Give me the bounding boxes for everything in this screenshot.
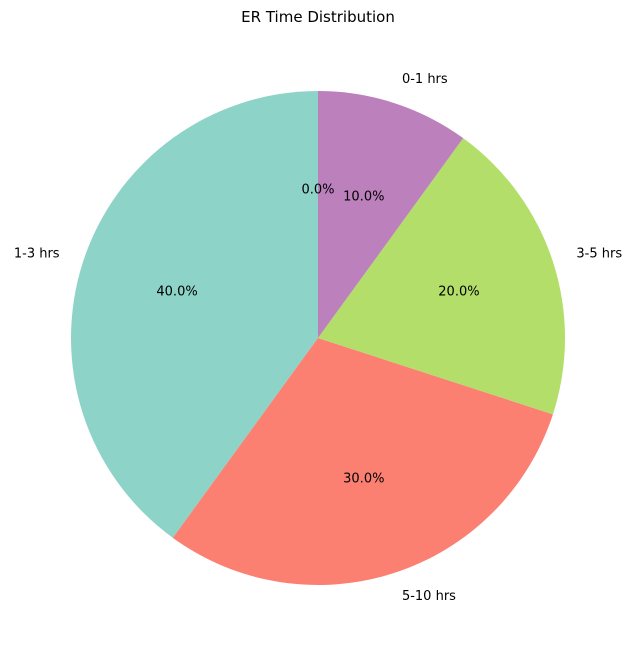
category-label-1-3-hrs: 1-3 hrs <box>14 247 60 262</box>
category-label-5-10-hrs: 5-10 hrs <box>402 589 456 604</box>
pie-slice-5-10-hrs-2 <box>172 338 553 586</box>
pct-label-1-3-hrs-1: 40.0% <box>156 285 197 300</box>
pie-labels: 0.0% 1-3 hrs 40.0% 5-10 hrs 30.0% 3-5 hrs 20.0… <box>14 72 622 604</box>
pct-label-5-10-hrs-2: 30.0% <box>343 471 384 486</box>
pie-slice-0-1-hrs-4 <box>318 91 464 338</box>
pct-label-0-1-hrs-0: 0.0% <box>301 182 334 197</box>
pct-label-3-5-hrs-3: 20.0% <box>438 285 479 300</box>
pie-slice-1-3-hrs-1 <box>70 91 319 538</box>
chart-title: ER Time Distribution <box>241 8 395 26</box>
pie-slices <box>70 91 566 586</box>
pie-slice-3-5-hrs-3 <box>318 138 566 415</box>
category-label-3-5-hrs: 3-5 hrs <box>576 247 622 262</box>
pct-label-0-1-hrs-4: 10.0% <box>343 190 384 205</box>
category-label-0-1-hrs: 0-1 hrs <box>402 72 448 87</box>
